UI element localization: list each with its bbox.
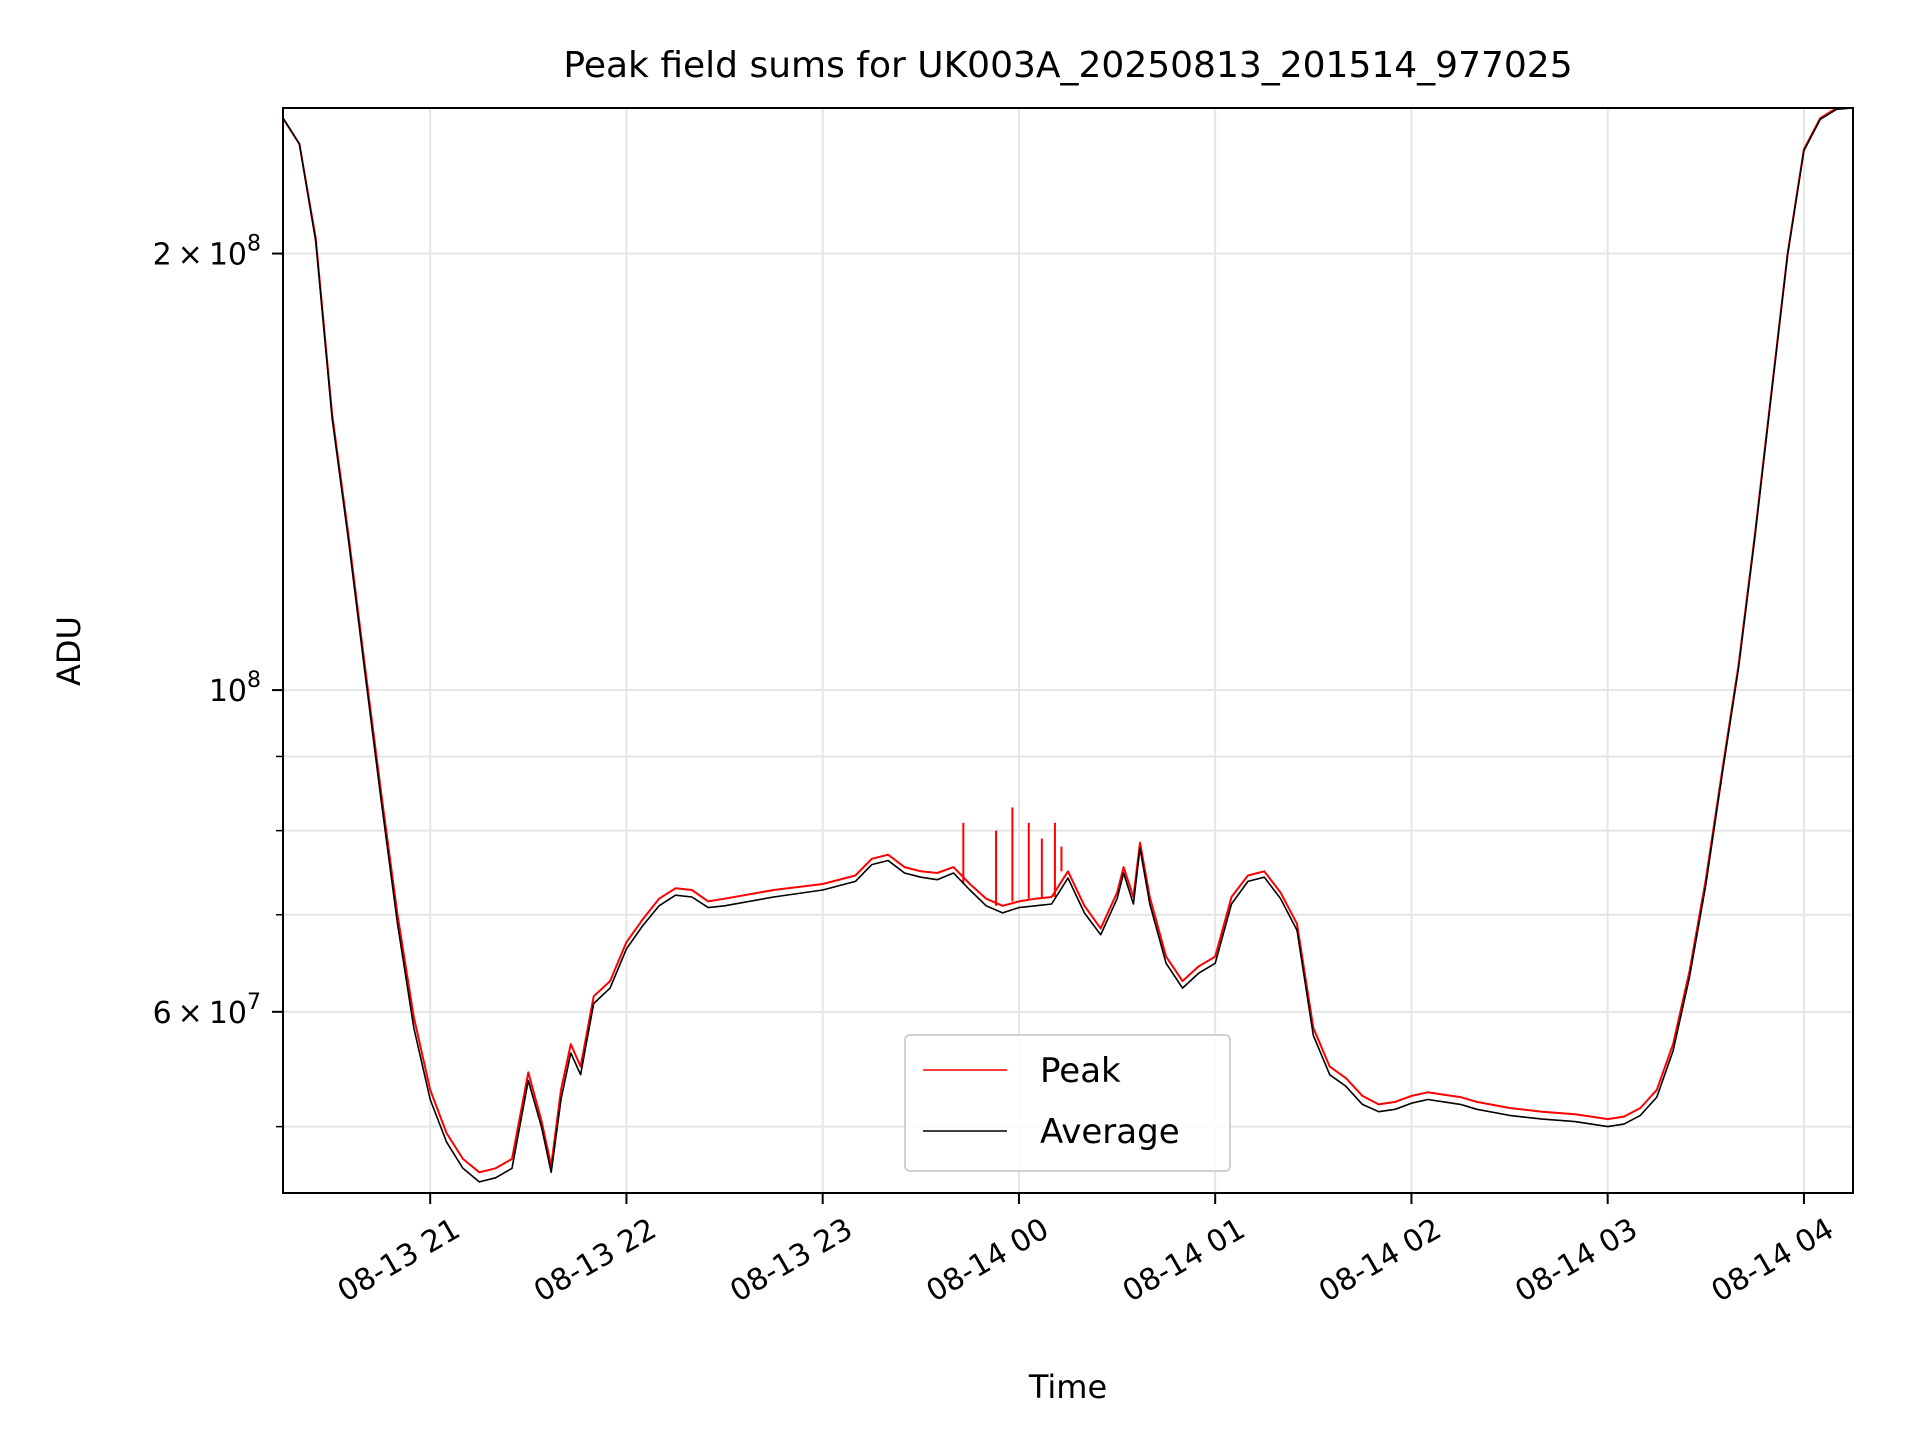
- plot-frame: [282, 107, 1854, 1194]
- plot-border: [282, 107, 1854, 1194]
- y-axis-label: ADU: [50, 616, 88, 686]
- y-tick-label: 108: [209, 668, 261, 709]
- series-line-peak: [283, 108, 1853, 1174]
- legend-label-peak: Peak: [1040, 1051, 1121, 1091]
- plot-series: [283, 108, 1853, 1183]
- legend-label-average: Average: [1040, 1112, 1180, 1152]
- series-line-average: [283, 108, 1853, 1183]
- legend: Peak Average: [904, 1034, 1231, 1172]
- x-axis-label: Time: [1028, 1368, 1107, 1406]
- chart-title: Peak field sums for UK003A_20250813_2015…: [563, 45, 1572, 86]
- y-tick-label: 6 × 107: [153, 990, 261, 1031]
- grid-lines: [283, 108, 1853, 1193]
- legend-box: [904, 1034, 1231, 1172]
- y-tick-label: 2 × 108: [153, 232, 261, 273]
